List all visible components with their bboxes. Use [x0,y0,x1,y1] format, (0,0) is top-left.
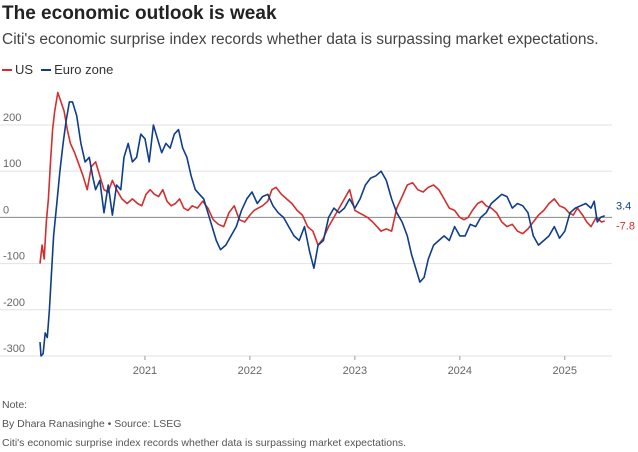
chart-title: The economic outlook is weak [2,3,277,25]
chart-subtitle: Citi's economic surprise index records w… [2,31,599,49]
legend-swatch-us [2,69,12,71]
legend-swatch-euro-zone [41,69,51,71]
x-tick-label: 2024 [448,365,472,377]
byline: By Dhara Ranasinghe [2,418,105,430]
y-tick-label: -300 [3,343,25,355]
end-label-us: -7.8 [616,220,635,232]
x-tick-label: 2021 [133,365,157,377]
series-line-us [40,93,605,264]
legend-item-us: US [2,62,33,77]
source: Source: LSEG [114,418,181,430]
footer-caption: Citi's economic surprise index records w… [2,437,406,449]
y-tick-label: 200 [3,112,21,124]
y-tick-label: -100 [3,251,25,263]
end-label-euro-zone: 3.4 [616,200,631,212]
legend: US Euro zone [2,62,121,77]
legend-label-us: US [15,62,33,77]
x-tick-label: 2023 [343,365,367,377]
footer-note: Note: [2,399,27,411]
x-tick-label: 2025 [553,365,577,377]
y-tick-label: 100 [3,158,21,170]
line-chart: 200 100 0 -100 -200 -300 2021 2022 2023 2024 2025 3… [0,80,638,392]
footer-byline: By Dhara Ranasinghe • Source: LSEG [2,418,181,430]
x-tick-label: 2022 [238,365,262,377]
legend-label-euro-zone: Euro zone [54,62,113,77]
y-tick-label: -200 [3,297,25,309]
series-line-euro-zone [40,102,605,356]
legend-item-euro-zone: Euro zone [41,62,113,77]
y-tick-label: 0 [3,204,9,216]
